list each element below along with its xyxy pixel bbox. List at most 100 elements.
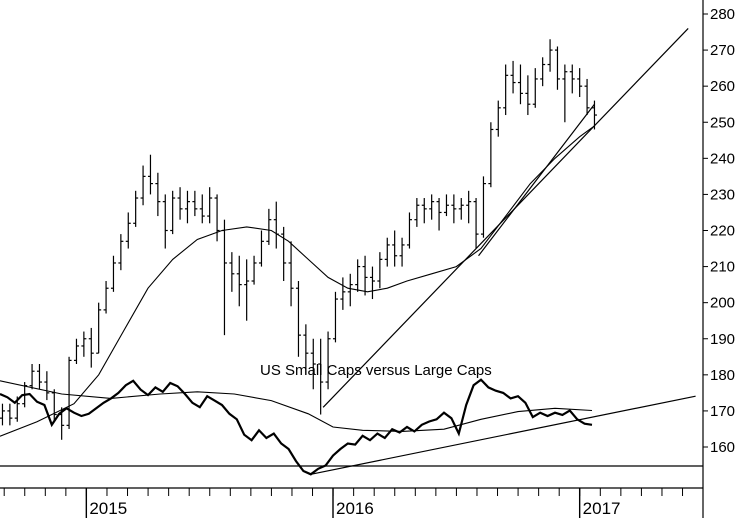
ohlc-bar (473, 198, 479, 249)
ohlc-bar (44, 371, 50, 401)
ohlc-bar (392, 230, 398, 267)
ohlc-bar (443, 194, 449, 217)
ohlc-bar (221, 219, 227, 336)
ohlc-bar (66, 356, 72, 429)
y-tick-label: 200 (710, 295, 735, 312)
y-tick-label: 170 (710, 403, 735, 420)
ohlc-bar (29, 364, 35, 390)
ohlc-bar (140, 165, 146, 206)
ohlc-bar (577, 68, 583, 97)
y-tick-label: 250 (710, 114, 735, 131)
ohlc-bar (229, 252, 235, 292)
y-tick-label: 230 (710, 186, 735, 203)
ohlc-bar (81, 331, 87, 357)
ohlc-bar (303, 324, 309, 375)
ohlc-bar (96, 302, 102, 354)
y-tick-label: 160 (710, 439, 735, 456)
y-tick-label: 260 (710, 78, 735, 95)
ohlc-bar (155, 172, 161, 217)
ohlc-bar (480, 176, 486, 238)
y-tick-label: 190 (710, 331, 735, 348)
ohlc-bar (7, 403, 13, 426)
ohlc-bar (532, 68, 538, 108)
ohlc-bar (406, 212, 412, 249)
relative-strength-trendline (310, 395, 696, 475)
ohlc-bar (103, 281, 109, 314)
ohlc-bar (421, 198, 427, 224)
ohlc-bar (236, 255, 242, 307)
ohlc-bar (458, 198, 464, 220)
ohlc-bar (295, 281, 301, 357)
ohlc-bar (525, 75, 531, 116)
ohlc-bar (258, 230, 264, 267)
relative-strength-moving-average (0, 380, 593, 432)
year-label: 2017 (583, 499, 621, 518)
ohlc-bar (170, 190, 176, 235)
ohlc-bar (199, 194, 205, 224)
ohlc-bar (503, 64, 509, 116)
ohlc-bar (466, 190, 472, 224)
ohlc-bar (0, 403, 5, 426)
ohlc-bar (318, 338, 324, 415)
ohlc-bar (266, 208, 272, 245)
ohlc-bar (495, 100, 501, 137)
ohlc-bar (429, 194, 435, 220)
ohlc-bar (73, 338, 79, 365)
y-tick-label: 280 (710, 6, 735, 23)
price-panel (0, 28, 689, 440)
ohlc-bar (540, 57, 546, 87)
ohlc-bar (184, 190, 190, 224)
year-label: 2016 (336, 499, 374, 518)
ohlc-bar (369, 266, 375, 300)
ohlc-bar (355, 259, 361, 292)
year-label: 2015 (89, 499, 127, 518)
y-tick-label: 240 (710, 150, 735, 167)
ohlc-bar (384, 237, 390, 267)
ohlc-bar (214, 194, 220, 242)
ohlc-bar (562, 64, 568, 123)
ohlc-bar (377, 252, 383, 289)
y-tick-label: 270 (710, 42, 735, 59)
axes: 160 170 180 190 200 210 220 230 240 250 260 270 280 2… (0, 0, 735, 518)
ohlc-bar (207, 187, 213, 224)
ohlc-bar (162, 194, 168, 249)
ohlc-bar (517, 64, 523, 105)
y-tick-label: 210 (710, 259, 735, 276)
ohlc-bar (347, 273, 353, 307)
ohlc-bar (133, 190, 139, 227)
price-trendline (478, 103, 595, 257)
price-trendline (322, 28, 689, 408)
relative-strength-title: US Small Caps versus Large Caps (260, 362, 492, 379)
ohlc-bar (125, 212, 131, 249)
ohlc-bar (177, 187, 183, 220)
ohlc-bar (547, 39, 553, 72)
ohlc-bar (362, 255, 368, 296)
y-tick-label: 220 (710, 223, 735, 240)
ohlc-bar (88, 327, 94, 368)
y-tick-label: 180 (710, 367, 735, 384)
ohlc-bar (251, 255, 257, 285)
ohlc-bar (584, 78, 590, 116)
ohlc-bar (325, 331, 331, 390)
ohlc-bar (554, 46, 560, 90)
ohlc-bar (451, 194, 457, 224)
relative-strength-panel (0, 378, 696, 476)
ohlc-bar (510, 60, 516, 94)
ohlc-bar (273, 201, 279, 249)
ohlc-bar (36, 364, 42, 390)
ohlc-bar (244, 259, 250, 321)
ohlc-bar (488, 122, 494, 188)
ohlc-bar (310, 338, 316, 390)
ohlc-bar (340, 277, 346, 310)
ohlc-bar (281, 226, 287, 282)
ohlc-bar (110, 255, 116, 292)
ohlc-bar (399, 237, 405, 267)
ohlc-bar (569, 64, 575, 94)
ohlc-bar (332, 291, 338, 343)
price-moving-average (0, 125, 595, 437)
ohlc-bar (436, 198, 442, 231)
ohlc-bar (192, 190, 198, 217)
relative-strength-line (0, 378, 593, 476)
ohlc-bar (147, 154, 153, 195)
